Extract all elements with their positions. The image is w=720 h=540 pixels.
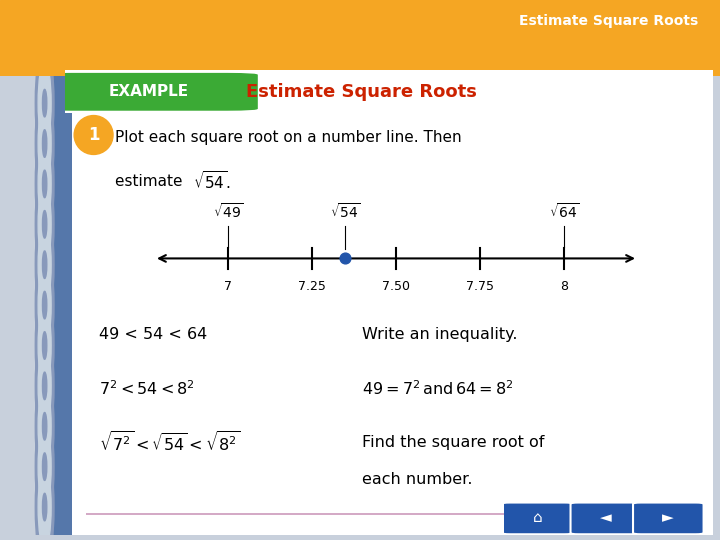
Point <box>339 254 351 263</box>
Text: Find the square root of: Find the square root of <box>362 435 544 450</box>
Circle shape <box>42 130 47 157</box>
Circle shape <box>42 413 47 440</box>
Text: 49 < 54 < 64: 49 < 54 < 64 <box>99 327 207 342</box>
Circle shape <box>38 264 51 347</box>
Circle shape <box>35 205 54 325</box>
Circle shape <box>74 116 113 154</box>
Text: 7.50: 7.50 <box>382 280 410 293</box>
FancyBboxPatch shape <box>502 503 572 534</box>
Circle shape <box>42 332 47 359</box>
Circle shape <box>35 407 54 526</box>
Circle shape <box>35 326 54 445</box>
Circle shape <box>35 44 54 163</box>
Circle shape <box>35 286 54 405</box>
Circle shape <box>42 170 47 198</box>
FancyBboxPatch shape <box>39 71 259 112</box>
Circle shape <box>35 367 54 486</box>
Text: $49 = 7^2\,\mathrm{and}\,64 = 8^2$: $49 = 7^2\,\mathrm{and}\,64 = 8^2$ <box>362 380 513 398</box>
Bar <box>40 76 72 535</box>
Circle shape <box>42 90 47 117</box>
Circle shape <box>42 494 47 521</box>
Circle shape <box>38 304 51 387</box>
Circle shape <box>35 84 54 203</box>
Bar <box>0 76 40 535</box>
Circle shape <box>35 165 54 284</box>
Circle shape <box>42 211 47 238</box>
Text: $\sqrt{54}$.: $\sqrt{54}$. <box>193 170 231 192</box>
Text: $\sqrt{7^2} < \sqrt{54} < \sqrt{8^2}$: $\sqrt{7^2} < \sqrt{54} < \sqrt{8^2}$ <box>99 431 240 455</box>
Circle shape <box>42 251 47 279</box>
Text: $\sqrt{54}$: $\sqrt{54}$ <box>330 202 361 221</box>
Circle shape <box>38 62 51 145</box>
Circle shape <box>38 385 51 468</box>
Text: $\sqrt{64}$: $\sqrt{64}$ <box>549 202 580 221</box>
Text: $\sqrt{49}$: $\sqrt{49}$ <box>212 202 243 221</box>
Text: Plot each square root on a number line. Then: Plot each square root on a number line. … <box>115 130 462 145</box>
Circle shape <box>38 183 51 266</box>
Text: Estimate Square Roots: Estimate Square Roots <box>519 14 698 28</box>
Text: $7^2 < 54 < 8^2$: $7^2 < 54 < 8^2$ <box>99 380 194 398</box>
Circle shape <box>38 465 51 540</box>
Text: each number.: each number. <box>362 472 472 487</box>
Text: EXAMPLE: EXAMPLE <box>109 84 189 99</box>
Circle shape <box>42 292 47 319</box>
Text: estimate: estimate <box>115 173 188 188</box>
Circle shape <box>35 447 54 540</box>
Text: ⌂: ⌂ <box>533 510 542 525</box>
Text: 7.75: 7.75 <box>466 280 494 293</box>
Text: 8: 8 <box>560 280 568 293</box>
Circle shape <box>38 426 51 508</box>
Circle shape <box>35 124 54 244</box>
Circle shape <box>38 345 51 427</box>
Text: Estimate Square Roots: Estimate Square Roots <box>246 83 477 101</box>
Text: 7: 7 <box>224 280 232 293</box>
Circle shape <box>38 102 51 185</box>
FancyBboxPatch shape <box>633 503 703 534</box>
Text: 1: 1 <box>88 126 99 144</box>
Text: Write an inequality.: Write an inequality. <box>362 327 517 342</box>
Text: ◄: ◄ <box>600 510 612 525</box>
FancyBboxPatch shape <box>570 503 641 534</box>
Text: ►: ► <box>662 510 674 525</box>
Circle shape <box>42 372 47 400</box>
Circle shape <box>35 245 54 365</box>
Text: 7.25: 7.25 <box>298 280 326 293</box>
Circle shape <box>38 143 51 225</box>
Circle shape <box>42 453 47 481</box>
Circle shape <box>38 224 51 306</box>
